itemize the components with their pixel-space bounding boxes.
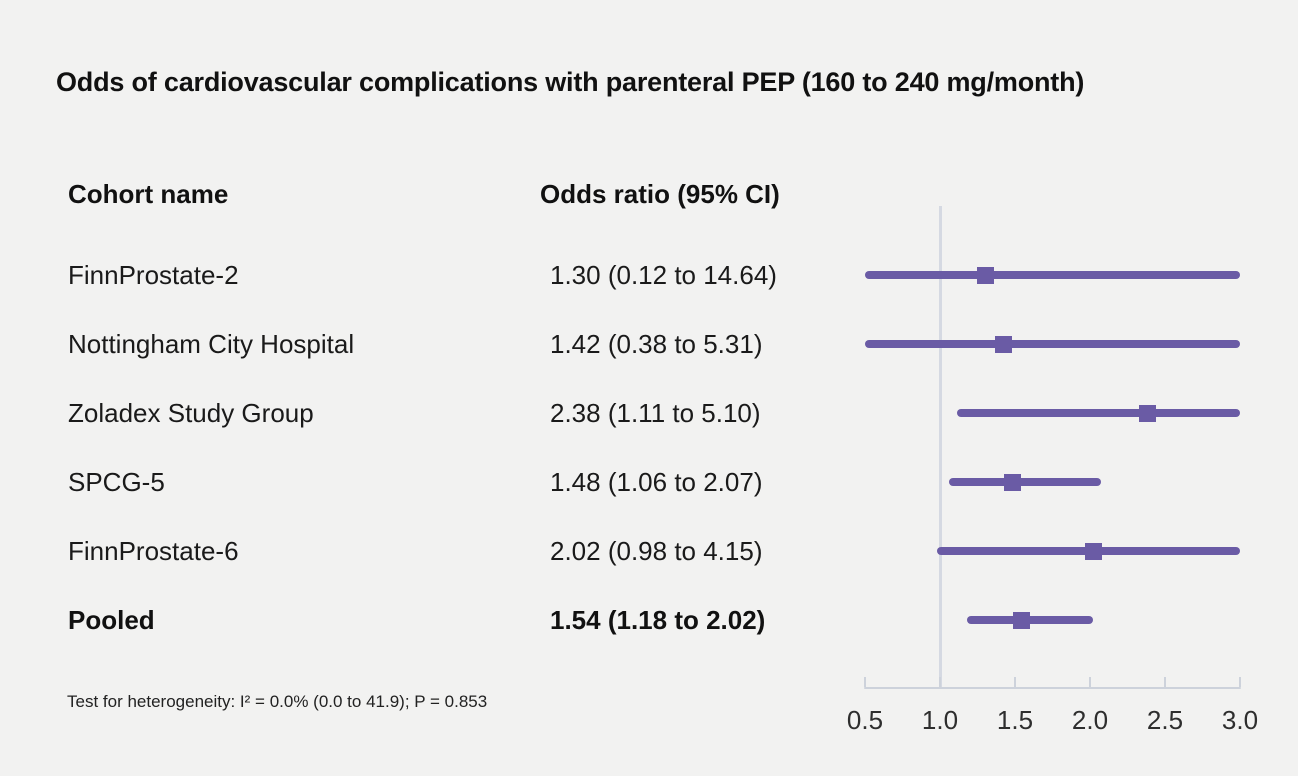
x-axis-tick-label: 1.0 xyxy=(921,705,959,735)
x-axis-tick-label: 2.5 xyxy=(1146,705,1184,735)
cohort-label: Nottingham City Hospital xyxy=(68,329,355,359)
cohort-label: FinnProstate-6 xyxy=(68,536,239,566)
x-axis-tick-label: 0.5 xyxy=(846,705,884,735)
column-header-cohort-name: Cohort name xyxy=(68,179,229,209)
cohort-label: SPCG-5 xyxy=(68,467,165,497)
x-axis-tick-label: 2.0 xyxy=(1071,705,1109,735)
x-axis-tick xyxy=(939,677,941,687)
x-axis-tick xyxy=(1239,677,1241,687)
confidence-interval-line xyxy=(865,340,1240,348)
odds-ratio-marker xyxy=(1084,542,1102,560)
heterogeneity-footnote: Test for heterogeneity: I² = 0.0% (0.0 t… xyxy=(67,692,488,711)
odds-ratio-value: 2.38 (1.11 to 5.10) xyxy=(550,398,761,428)
odds-ratio-marker xyxy=(1138,404,1156,422)
x-axis-tick-label: 1.5 xyxy=(996,705,1034,735)
x-axis-tick xyxy=(1089,677,1091,687)
confidence-interval-line xyxy=(967,616,1093,624)
cohort-label: Zoladex Study Group xyxy=(68,398,314,428)
x-axis-line xyxy=(864,687,1241,689)
odds-ratio-marker xyxy=(994,335,1012,353)
odds-ratio-marker xyxy=(976,266,994,284)
odds-ratio-marker xyxy=(1003,473,1021,491)
confidence-interval-line xyxy=(949,478,1101,486)
x-axis-tick xyxy=(1164,677,1166,687)
odds-ratio-value: 1.54 (1.18 to 2.02) xyxy=(550,605,766,635)
chart-title: Odds of cardiovascular complications wit… xyxy=(56,67,1085,97)
odds-ratio-value: 1.48 (1.06 to 2.07) xyxy=(550,467,763,497)
odds-ratio-value: 1.30 (0.12 to 14.64) xyxy=(550,260,777,290)
odds-ratio-value: 1.42 (0.38 to 5.31) xyxy=(550,329,763,359)
cohort-label: Pooled xyxy=(68,605,155,635)
odds-ratio-marker xyxy=(1012,611,1030,629)
confidence-interval-line xyxy=(865,271,1240,279)
reference-line xyxy=(938,206,942,688)
odds-ratio-value: 2.02 (0.98 to 4.15) xyxy=(550,536,763,566)
confidence-interval-line xyxy=(956,409,1240,417)
x-axis-tick xyxy=(864,677,866,687)
cohort-label: FinnProstate-2 xyxy=(68,260,239,290)
x-axis-tick-label: 3.0 xyxy=(1221,705,1259,735)
column-header-odds-ratio: Odds ratio (95% CI) xyxy=(540,179,780,209)
x-axis-tick xyxy=(1014,677,1016,687)
